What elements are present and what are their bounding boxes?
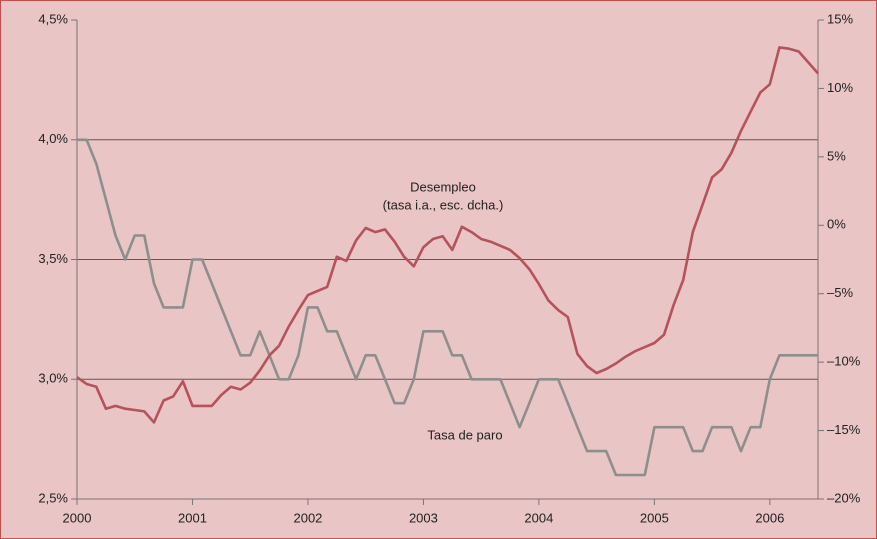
y-tick-label: 3,0% [38, 371, 68, 386]
x-tick-label: 2000 [63, 510, 92, 525]
y2-tick-label: –20% [827, 490, 861, 505]
y2-tick-label: –10% [827, 354, 861, 369]
y2-tick-label: –15% [827, 422, 861, 437]
y2-tick-label: –5% [827, 285, 853, 300]
x-tick-label: 2002 [293, 510, 322, 525]
y-tick-label: 4,0% [38, 131, 68, 146]
x-tick-label: 2005 [640, 510, 669, 525]
series-line [77, 138, 818, 477]
x-tick-label: 2006 [755, 510, 784, 525]
y2-tick-label: 15% [827, 11, 853, 26]
annotation: (tasa i.a., esc. dcha.) [383, 197, 504, 212]
y2-tick-label: 0% [827, 217, 846, 232]
y-tick-label: 4,5% [38, 11, 68, 26]
x-tick-label: 2004 [524, 510, 553, 525]
x-tick-label: 2003 [409, 510, 438, 525]
y2-tick-label: 10% [827, 80, 853, 95]
series-label: Desempleo [410, 179, 476, 194]
y-tick-label: 3,5% [38, 251, 68, 266]
y-tick-label: 2,5% [38, 490, 68, 505]
series-label: Tasa de paro [427, 427, 502, 442]
series-line [76, 46, 819, 424]
y2-tick-label: 5% [827, 148, 846, 163]
x-tick-label: 2001 [178, 510, 207, 525]
